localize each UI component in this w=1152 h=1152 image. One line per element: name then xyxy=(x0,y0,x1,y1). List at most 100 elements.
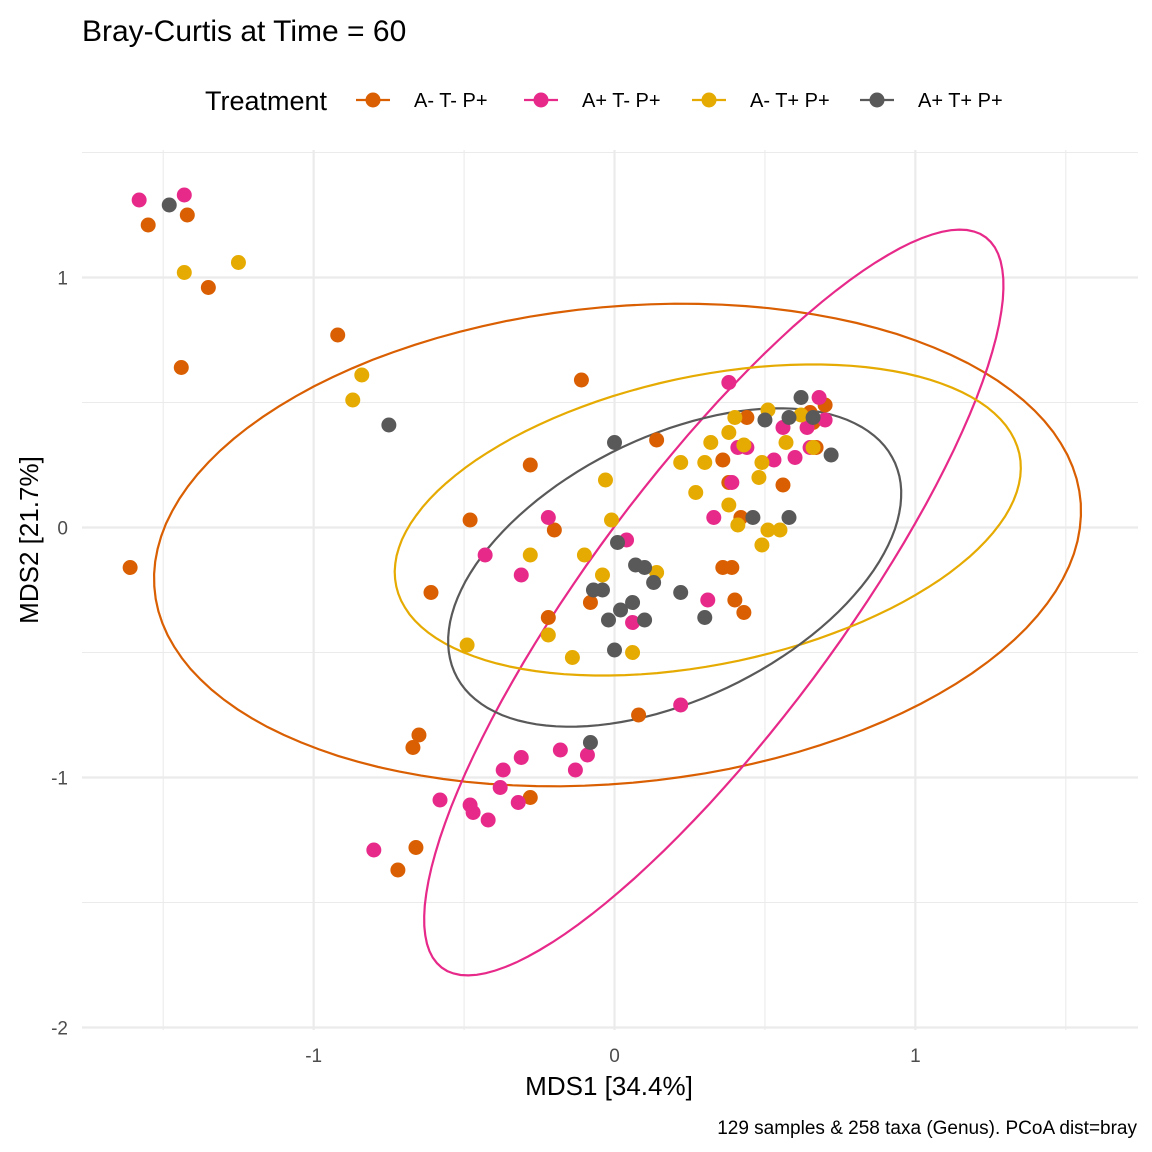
point-A+ T+ P+ xyxy=(793,390,809,405)
point-A+ T- P+ xyxy=(465,805,481,820)
point-A- T- P+ xyxy=(582,595,598,610)
point-A+ T+ P+ xyxy=(161,197,177,213)
point-A+ T- P+ xyxy=(706,510,722,525)
point-A+ T- P+ xyxy=(673,697,689,713)
point-A- T+ P+ xyxy=(727,410,743,425)
point-A+ T- P+ xyxy=(811,390,827,405)
point-A- T+ P+ xyxy=(772,522,788,538)
point-A+ T- P+ xyxy=(492,780,508,795)
point-A- T+ P+ xyxy=(688,485,704,500)
point-A+ T+ P+ xyxy=(805,410,821,425)
point-A- T- P+ xyxy=(631,707,647,723)
point-A+ T- P+ xyxy=(567,762,583,778)
point-A- T- P+ xyxy=(405,740,421,755)
point-A+ T- P+ xyxy=(432,792,448,808)
point-A- T- P+ xyxy=(540,610,556,625)
point-A+ T- P+ xyxy=(817,412,833,428)
point-A+ T+ P+ xyxy=(697,610,713,625)
point-A+ T+ P+ xyxy=(607,642,623,658)
legend-key-point xyxy=(533,92,549,108)
point-A+ T+ P+ xyxy=(381,417,397,433)
point-A+ T- P+ xyxy=(510,795,526,810)
x-axis-label: MDS1 [34.4%] xyxy=(525,1071,693,1101)
point-A+ T- P+ xyxy=(513,567,529,583)
point-A+ T- P+ xyxy=(625,615,641,630)
point-A- T+ P+ xyxy=(345,392,361,408)
point-A- T+ P+ xyxy=(760,522,776,538)
point-A- T- P+ xyxy=(390,862,406,878)
point-A+ T+ P+ xyxy=(637,612,653,628)
point-A- T+ P+ xyxy=(751,470,767,485)
legend-label: A- T- P+ xyxy=(414,90,488,112)
legend-items: A- T- P+ A+ T- P+ A- T+ P+ A+ T+ P+ xyxy=(356,90,1003,112)
chart-caption: 129 samples & 258 taxa (Genus). PCoA dis… xyxy=(717,1118,1137,1139)
point-A- T+ P+ xyxy=(564,650,580,665)
point-A- T+ P+ xyxy=(754,455,770,470)
point-A- T- P+ xyxy=(173,360,189,375)
point-A+ T+ P+ xyxy=(757,412,773,428)
point-A+ T- P+ xyxy=(721,375,737,390)
y-tick-label: 1 xyxy=(57,269,68,290)
point-A- T- P+ xyxy=(736,605,752,620)
point-A- T+ P+ xyxy=(540,627,556,643)
point-A- T+ P+ xyxy=(625,645,641,660)
point-A- T- P+ xyxy=(739,410,755,425)
point-A+ T- P+ xyxy=(513,750,529,765)
legend: Treatment A- T- P+ A+ T- P+ A- T+ P+ A+ T+ … xyxy=(205,86,1003,116)
point-A- T+ P+ xyxy=(736,437,752,453)
ellipse-A- T+ P+ xyxy=(393,363,1022,677)
point-A+ T- P+ xyxy=(131,192,147,208)
legend-key-point xyxy=(701,92,717,108)
point-A+ T+ P+ xyxy=(594,582,610,598)
point-A+ T+ P+ xyxy=(637,560,653,575)
point-A- T- P+ xyxy=(462,512,478,528)
point-A- T- P+ xyxy=(522,790,538,805)
point-A- T- P+ xyxy=(423,585,439,600)
legend-title: Treatment xyxy=(205,86,328,116)
point-A- T+ P+ xyxy=(176,265,192,280)
point-A+ T- P+ xyxy=(700,592,716,608)
point-A+ T+ P+ xyxy=(823,447,839,463)
x-tick-label: -1 xyxy=(305,1046,322,1067)
point-A- T- P+ xyxy=(330,327,346,343)
point-A- T+ P+ xyxy=(805,440,821,455)
point-A- T+ P+ xyxy=(354,367,370,383)
point-A- T+ P+ xyxy=(778,435,794,450)
point-A+ T- P+ xyxy=(787,450,803,465)
point-A+ T- P+ xyxy=(552,742,568,758)
point-A+ T+ P+ xyxy=(625,595,641,610)
point-A- T+ P+ xyxy=(793,407,809,423)
point-A- T- P+ xyxy=(411,727,427,743)
x-tick-label: 0 xyxy=(609,1046,620,1067)
chart-title: Bray-Curtis at Time = 60 xyxy=(82,15,406,48)
point-A+ T- P+ xyxy=(477,547,493,563)
y-axis-ticks: -2 -1 0 1 xyxy=(51,269,68,1040)
legend-label: A+ T- P+ xyxy=(582,90,661,112)
point-A+ T+ P+ xyxy=(781,510,797,525)
point-A+ T- P+ xyxy=(724,475,740,490)
y-axis-label: MDS2 [21.7%] xyxy=(14,456,44,624)
point-A- T+ P+ xyxy=(522,547,538,563)
point-A+ T- P+ xyxy=(540,510,556,525)
point-A+ T+ P+ xyxy=(607,435,623,450)
point-A+ T+ P+ xyxy=(582,735,598,750)
point-A- T+ P+ xyxy=(697,455,713,470)
point-A- T+ P+ xyxy=(721,497,737,513)
x-axis-ticks: -1 0 1 xyxy=(305,1046,920,1067)
point-A- T+ P+ xyxy=(594,567,610,583)
point-A- T- P+ xyxy=(546,522,562,538)
point-A+ T- P+ xyxy=(766,452,782,468)
point-A+ T- P+ xyxy=(495,762,511,778)
legend-label: A+ T+ P+ xyxy=(918,90,1003,112)
ellipse-A+ T+ P+ xyxy=(447,407,903,728)
ellipse-A- T- P+ xyxy=(152,302,1083,788)
point-A+ T+ P+ xyxy=(673,585,689,600)
point-A- T+ P+ xyxy=(597,472,613,488)
legend-label: A- T+ P+ xyxy=(750,90,830,112)
x-tick-label: 1 xyxy=(910,1046,921,1067)
point-A- T- P+ xyxy=(122,560,138,575)
point-A+ T+ P+ xyxy=(745,510,761,525)
point-A+ T+ P+ xyxy=(646,575,662,590)
legend-key-point xyxy=(869,92,885,108)
